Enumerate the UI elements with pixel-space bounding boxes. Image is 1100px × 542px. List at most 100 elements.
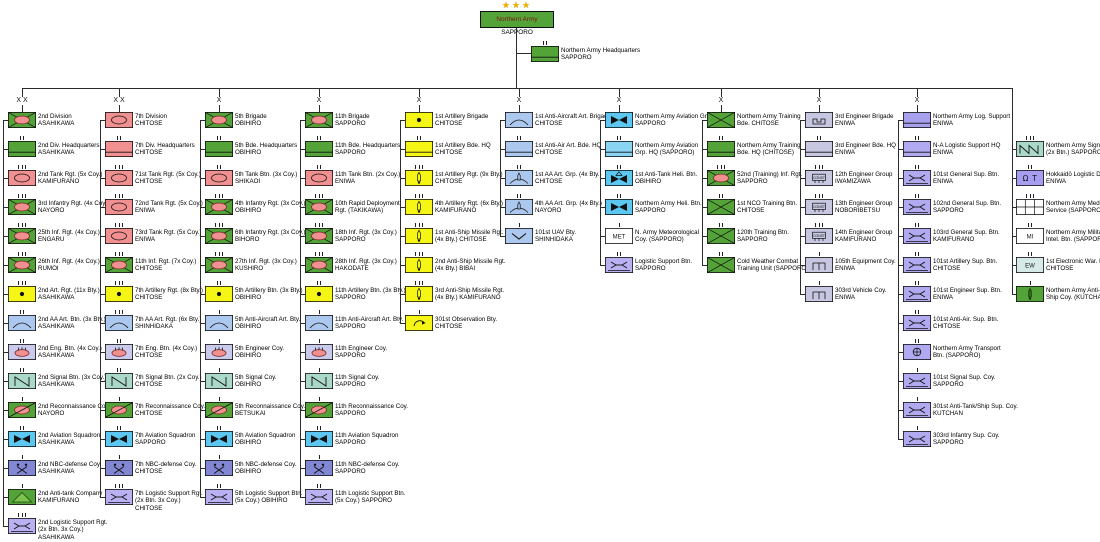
col2-unit13-stub [100,497,105,498]
col1-unit7-stub [3,323,8,324]
col5-header-symbol-icon [405,112,433,128]
col11-unit5-size-pips [1016,251,1044,256]
col5-echelon-mark: X [415,97,423,105]
col10-unit10-size-pips [903,396,931,401]
col7-header-label: Northern Army Aviation Grp. SAPPORO [635,112,712,128]
col9-unit6-symbol-icon [805,286,833,302]
col10-unit1-symbol-icon [903,141,931,157]
col4-unit3-size-pips [305,193,333,198]
col4-unit8-label: 11th Engineer Coy. SAPPORO [335,344,388,360]
col3-unit7-stub [200,323,205,324]
col1-unit12-label: 2nd NBC-defense Coy. ASAHIKAWA [38,460,102,476]
col3-unit7-size-pips [205,309,233,314]
col2-unit4-symbol-icon [105,228,133,244]
col5-unit7-label: 301st Observation Bty. CHITOSE [435,315,498,331]
col3-unit12-symbol-icon [205,460,233,476]
col11-unit6-label: Northern Army Anti-tank/ Ship Coy. (KUTC… [1046,286,1100,302]
col9-unit5-stub [800,265,805,266]
col4-unit11-stub [300,439,305,440]
col5-unit1-label: 1st Artillery Bde. HQ CHITOSE [435,141,491,157]
col8-unit2-size-pips [707,164,735,169]
col1-unit12-size-pips [8,454,36,459]
col8-unit2-stub [702,178,707,179]
col7-unit3-label: Northern Army Heli. Btn. SAPPORO [635,199,702,215]
col2-unit8-stub [100,352,105,353]
col3-unit3-stub [200,207,205,208]
col1-unit14-size-pips [8,512,36,517]
col10-unit8-size-pips [903,338,931,343]
svg-text:MI: MI [1027,234,1034,240]
col10-unit5-label: 101st Artillery Sup. Btn. CHITOSE [933,257,998,273]
col5-unit4-size-pips [405,222,433,227]
col2-unit6-symbol-icon [105,286,133,302]
col4-unit4-size-pips [305,222,333,227]
col11-unit5-symbol-icon: EW [1016,257,1044,273]
col2-unit1-label: 7th Div. Headquarters CHITOSE [135,141,195,157]
col2-unit1-symbol-icon [105,141,133,157]
col4-unit7-symbol-icon [305,315,333,331]
col6-unit3-label: 4th AA Art. Grp. (4x Bty.) NAYORO [535,199,602,215]
col5-unit5-stub [400,265,405,266]
col11-unit3-symbol-icon [1016,199,1044,215]
col5-header-label: 1st Artillery Brigade CHITOSE [435,112,489,128]
col7-unit3-symbol-icon [605,199,633,215]
col10-unit9-label: 101st Signal Sup. Coy. SAPPORO [933,373,996,389]
col10-unit6-size-pips [903,280,931,285]
col2-unit9-stub [100,381,105,382]
col1-unit9-label: 2nd Signal Btn. (3x Coy.) ASAHIKAWA [38,373,106,389]
col9-header-label: 3rd Engineer Brigade ENIWA [835,112,894,128]
col2-header-label: 7th Division CHITOSE [135,112,167,128]
col3-unit12-label: 5th NBC-defense Coy. OBIHIRO [235,460,297,476]
col2-unit6-label: 7th Artillery Rgt. (8x Bty.) CHITOSE [135,286,203,302]
col2-echelon-mark: X X [112,97,126,105]
col9-unit4-stub [800,236,805,237]
col4-unit6-size-pips [305,280,333,285]
col10-unit9-size-pips [903,367,931,372]
col11-vertical-line [1012,88,1013,294]
col3-unit9-label: 5th Signal Coy. OBIHIRO [235,373,277,389]
col11-unit1-stub [1012,149,1016,150]
col4-unit2-symbol-icon [305,170,333,186]
col4-unit11-symbol-icon [305,431,333,447]
col4-unit8-stub [300,352,305,353]
col5-unit2-size-pips [405,164,433,169]
col1-unit10-label: 2nd Reconnaissance Coy. NAYORO [38,402,110,418]
col1-unit5-size-pips [8,251,36,256]
col3-header-stub [200,120,205,121]
col8-unit4-size-pips [707,222,735,227]
col3-unit3-size-pips [205,193,233,198]
col11-unit4-stub [1012,236,1016,237]
col10-unit7-size-pips [903,309,931,314]
col2-unit11-label: 7th Aviation Squadron SAPPORO [135,431,196,447]
col11-unit3-label: Northern Army Medical Service (SAPPORO) [1046,199,1100,215]
col2-unit9-size-pips [105,367,133,372]
col5-unit3-symbol-icon [405,199,433,215]
col5-unit2-stub [400,178,405,179]
col10-unit4-label: 103rd General Sup. Btn. KAMIFURANO [933,228,1000,244]
col9-unit4-symbol-icon: CONST [805,228,833,244]
col10-header-label: Northern Army Log. Support ENIWA [933,112,1011,128]
col3-unit9-stub [200,381,205,382]
col3-unit13-symbol-icon [205,489,233,505]
col10-vertical-line [898,120,899,439]
col11-unit5-label: 1st Electronic War. Btn. CHITOSE [1046,257,1100,273]
northern-army-box: Northern Army [480,11,554,28]
col2-unit3-label: 72nd Tank Rgt. (5x Coy.) ENIWA [135,199,203,215]
svg-text:T: T [1031,174,1037,183]
col10-unit6-label: 101st Engineer Sup. Btn. ENIWA [933,286,1002,302]
col7-echelon-mark: X [615,97,623,105]
col2-unit8-label: 7th Eng. Btn. (4x Coy.) CHITOSE [135,344,198,360]
col2-unit5-symbol-icon [105,257,133,273]
col10-unit3-stub [898,207,903,208]
col1-unit14-label: 2nd Logistic Support Rgt. (2x Btn. 3x Co… [38,518,108,541]
col1-unit6-size-pips [8,280,36,285]
col3-unit1-label: 5th Bde. Headquarters OBIHIRO [235,141,298,157]
col7-vertical-line [600,120,601,265]
col4-unit5-label: 28th Inf. Rgt. (3x Coy.) HAKODATE [335,257,397,273]
col1-unit7-label: 2nd AA Art. Btn. (3x Bty.) ASAHIKAWA [38,315,106,331]
col10-unit5-stub [898,265,903,266]
col3-unit4-label: 6th Infantry Rgt. (3x Coy.) BIHORO [235,228,306,244]
col9-unit3-stub [800,207,805,208]
northern-army-label: Northern Army [496,16,538,23]
col8-unit1-stub [702,149,707,150]
